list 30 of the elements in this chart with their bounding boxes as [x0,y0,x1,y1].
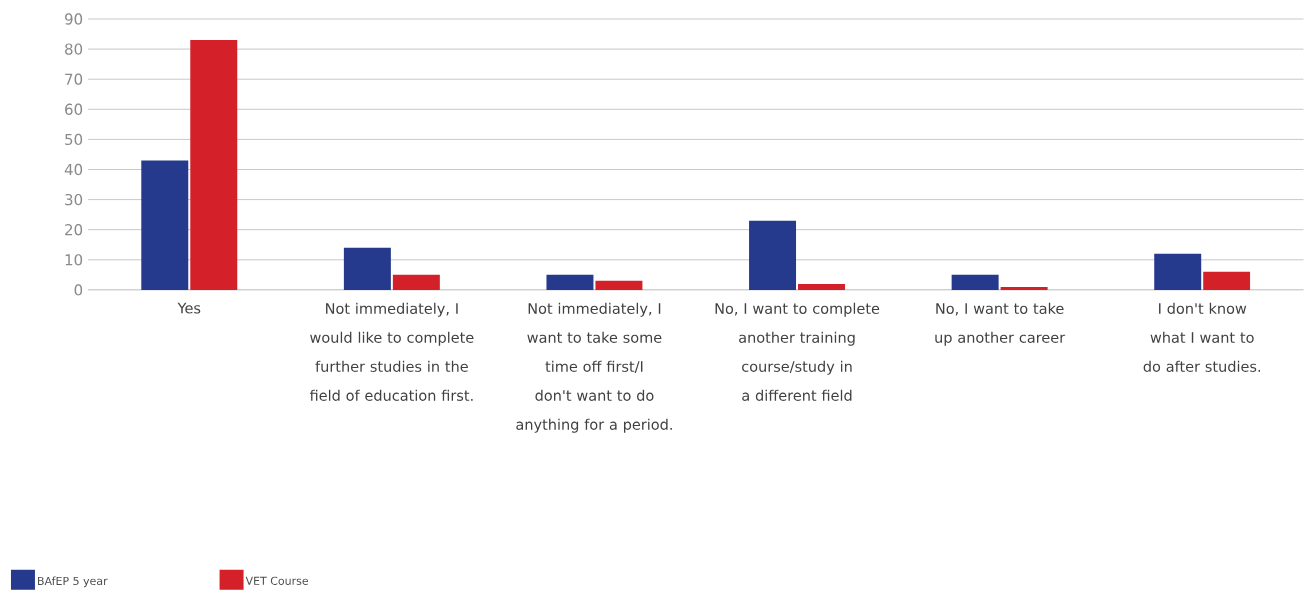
x-tick-label: No, I want to take up another career [935,302,1066,346]
bar [1154,253,1202,290]
y-tick-label: 0 [74,284,83,296]
bar [343,247,391,290]
bar [141,160,189,290]
bar [951,274,999,290]
y-tick-label: 40 [64,163,83,176]
y-tick-label: 10 [65,254,83,266]
legend-label: BAfEP 5 year [38,576,108,588]
bar [1203,271,1251,290]
category-label: Not immediately, I would like to complete further studies in the field of education first. [309,302,474,402]
bar [392,274,440,290]
bar [546,274,594,290]
y-tick-label: 60 [65,103,83,116]
x-tick-label: No, I want to complete another training course/study in a different field [715,302,880,402]
bar [798,283,846,290]
category-label: Not immediately, I want to take some time off first/I don't want to do anything for a period. [516,302,672,433]
x-tick-label: Yes [177,302,201,314]
legend-label: VET Course [245,576,309,586]
bar [749,220,797,290]
y-tick-label: 70 [65,73,83,85]
category-label: I don't know what I want to do after studies. [1143,302,1261,373]
y-tick-label: 90 [64,13,83,25]
y-tick-label: 30 [65,194,83,206]
y-tick-label: 50 [65,133,83,146]
y-tick-label: 20 [65,224,83,236]
bar [1000,286,1048,290]
bar [595,280,643,290]
y-tick-label: 80 [65,43,83,55]
bar [190,40,238,290]
